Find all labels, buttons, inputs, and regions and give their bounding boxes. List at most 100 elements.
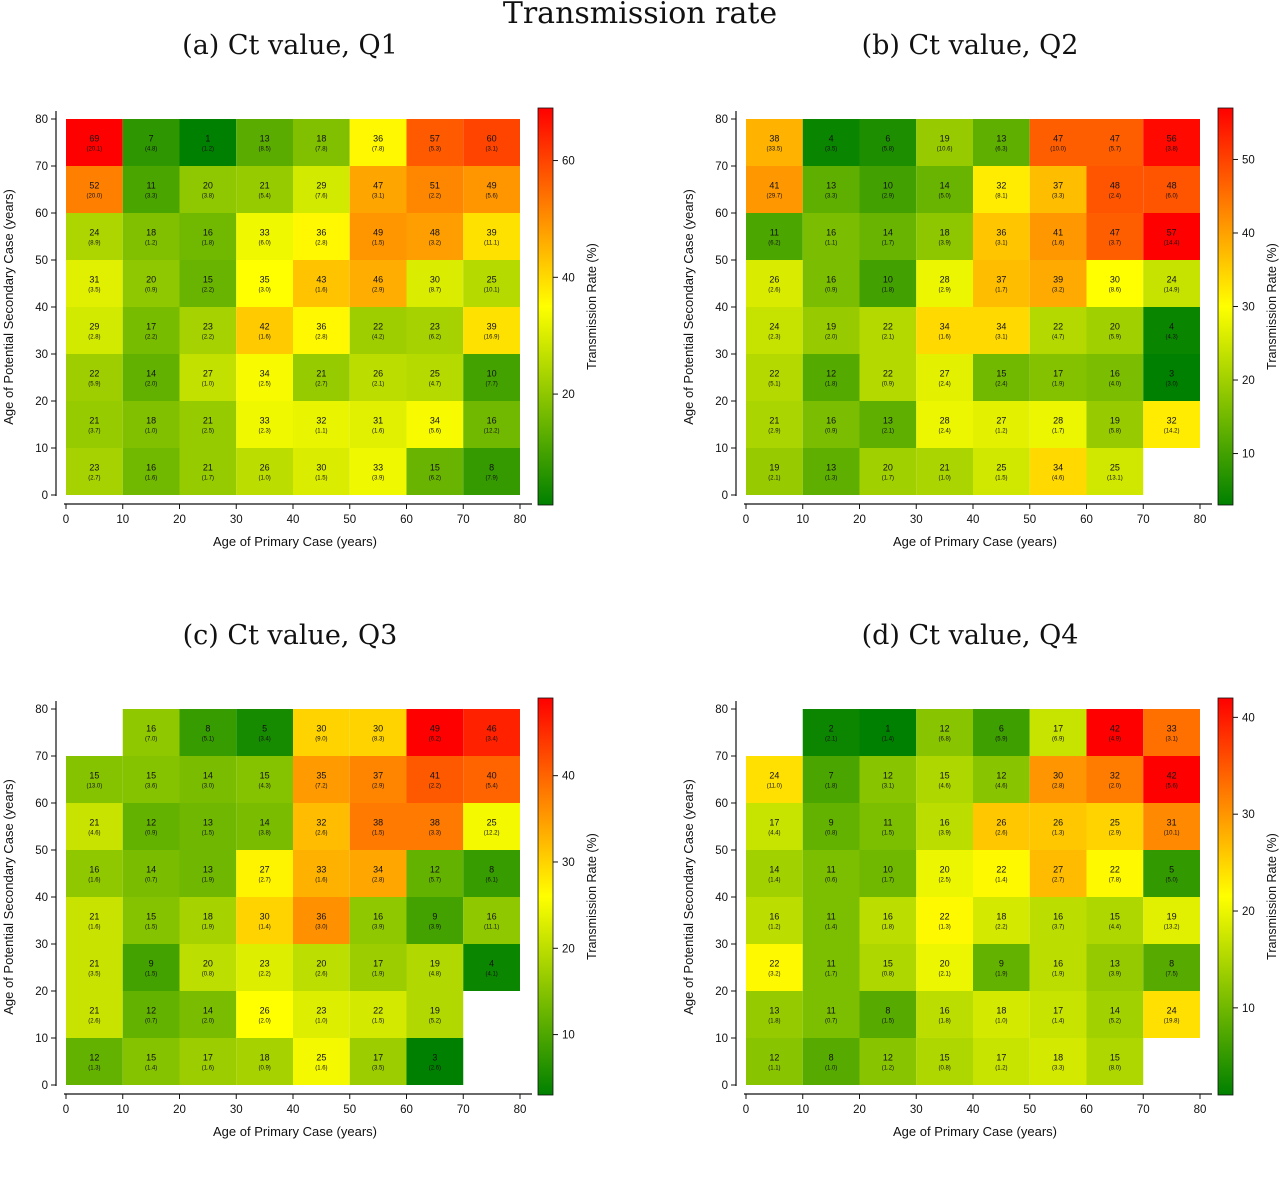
heatmap-cell (349, 850, 407, 897)
cell-error-label: (14.9) (1164, 288, 1180, 294)
cell-error-label: (8.6) (1109, 288, 1121, 294)
cell-value-label: 34 (940, 322, 950, 332)
cell-value-label: 33 (260, 228, 270, 238)
heatmap-cells: 69 (20.1) 7 (4.8) 1 (1.2) 13 (8.5) 18 (7.8) 36 (7.8… (66, 119, 520, 495)
cell-value-label: 33 (373, 463, 383, 473)
y-tick-label: 60 (715, 798, 728, 810)
cell-error-label: (3.5) (88, 288, 100, 294)
y-tick-label: 10 (35, 1033, 48, 1045)
heatmap-cell (349, 1038, 407, 1085)
cell-value-label: 12 (430, 865, 440, 875)
cell-value-label: 24 (89, 228, 99, 238)
cell-value-label: 25 (430, 369, 440, 379)
cell-error-label: (2.1) (768, 476, 780, 482)
y-tick-label: 10 (715, 1033, 728, 1045)
x-tick-label: 60 (400, 1104, 413, 1116)
cell-error-label: (19.8) (1164, 1019, 1180, 1025)
heatmap-q1: 69 (20.1) 7 (4.8) 1 (1.2) 13 (8.5) 18 (7.8) 36 (7.8… (1, 107, 599, 549)
cell-value-label: 36 (316, 912, 326, 922)
x-tick-label: 70 (1137, 1104, 1150, 1116)
cell-error-label: (3.9) (1109, 972, 1121, 978)
cell-value-label: 39 (487, 228, 497, 238)
cell-value-label: 10 (883, 275, 893, 285)
x-tick-label: 60 (1080, 514, 1093, 526)
heatmap-cell (746, 991, 803, 1038)
cell-value-label: 18 (146, 228, 156, 238)
panel-q1: (a) Ct value, Q1 69 (20.1) 7 (4.8) 1 (1.2) 13 (… (0, 30, 640, 604)
heatmap-cell (406, 166, 464, 213)
y-tick-label: 10 (35, 443, 48, 455)
heatmap-cell (973, 166, 1030, 213)
cell-value-label: 17 (769, 818, 779, 828)
heatmap-cell (66, 213, 123, 260)
heatmap-cell (122, 803, 180, 850)
cell-error-label: (1.5) (372, 1019, 384, 1025)
cell-value-label: 16 (940, 818, 950, 828)
heatmap-cell (1029, 448, 1087, 495)
cell-error-label: (3.3) (429, 831, 441, 837)
heatmap-cell (293, 401, 350, 448)
cell-error-label: (7.8) (372, 147, 384, 153)
cell-error-label: (4.1) (485, 972, 497, 978)
y-tick-label: 0 (42, 1080, 48, 1092)
heatmap-cell (973, 709, 1030, 756)
y-tick-label: 0 (42, 490, 48, 502)
heatmap-cell (859, 307, 917, 354)
cell-error-label: (1.9) (995, 972, 1007, 978)
cell-error-label: (5.2) (1109, 1019, 1121, 1025)
cell-error-label: (1.2) (145, 241, 157, 247)
x-tick-label: 50 (1023, 514, 1036, 526)
cell-error-label: (8.9) (88, 241, 100, 247)
heatmap-cell (293, 307, 350, 354)
heatmap-cell (1143, 803, 1200, 850)
cell-value-label: 38 (430, 818, 440, 828)
cell-value-label: 21 (769, 416, 779, 426)
y-axis-label: Age of Potential Secondary Case (years) (1, 189, 16, 425)
y-tick-label: 60 (715, 208, 728, 220)
cell-error-label: (3.5) (372, 1066, 384, 1072)
heatmap-cell (293, 803, 350, 850)
heatmap-cell (1143, 307, 1200, 354)
cell-error-label: (0.7) (145, 1019, 157, 1025)
colorbar-tick-label: 60 (562, 156, 575, 168)
heatmap-cell (179, 260, 237, 307)
heatmap-cell (1086, 119, 1144, 166)
y-tick-label: 0 (722, 490, 728, 502)
heatmap-cell (973, 803, 1030, 850)
heatmap-cell (349, 991, 407, 1038)
heatmap-cell (802, 709, 860, 756)
heatmap-cell (349, 119, 407, 166)
cell-error-label: (1.5) (202, 831, 214, 837)
heatmap-cell (179, 401, 237, 448)
cell-value-label: 20 (1110, 322, 1120, 332)
cell-value-label: 25 (1110, 463, 1120, 473)
cell-value-label: 19 (826, 322, 836, 332)
cell-error-label: (0.9) (882, 382, 894, 388)
cell-error-label: (29.7) (767, 194, 783, 200)
heatmap-cell (859, 260, 917, 307)
y-tick-label: 80 (715, 704, 728, 716)
heatmap-cell (1086, 1038, 1144, 1085)
cell-error-label: (10.0) (1050, 147, 1066, 153)
heatmap-cell (406, 119, 464, 166)
cell-error-label: (0.9) (258, 1066, 270, 1072)
cell-error-label: (5.3) (429, 147, 441, 153)
cell-error-label: (8.0) (1109, 1066, 1121, 1072)
cell-error-label: (5.2) (429, 1019, 441, 1025)
cell-value-label: 22 (769, 369, 779, 379)
cell-value-label: 37 (996, 275, 1006, 285)
cell-value-label: 25 (996, 463, 1006, 473)
cell-value-label: 16 (146, 463, 156, 473)
cell-value-label: 21 (89, 912, 99, 922)
y-tick-label: 30 (35, 349, 48, 361)
cell-error-label: (6.9) (1052, 737, 1064, 743)
cell-error-label: (2.1) (372, 382, 384, 388)
heatmap-cell (973, 119, 1030, 166)
heatmap-cell (179, 803, 237, 850)
cell-error-label: (13.2) (1164, 925, 1180, 931)
cell-value-label: 14 (769, 865, 779, 875)
cell-value-label: 49 (430, 724, 440, 734)
cell-value-label: 32 (316, 416, 326, 426)
heatmap-cell (179, 1038, 237, 1085)
cell-value-label: 17 (1053, 724, 1063, 734)
